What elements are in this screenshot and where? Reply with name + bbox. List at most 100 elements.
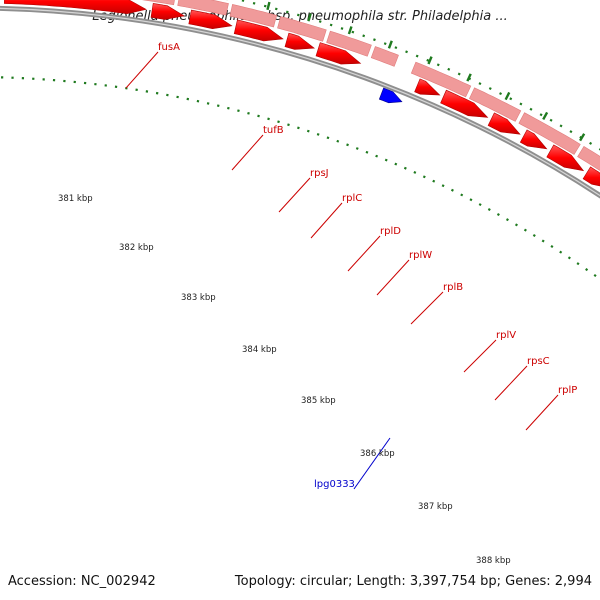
label-leader-tufB [231,134,264,171]
gene-track-block [142,0,175,6]
minor-tick [450,188,454,192]
label-leader-rplB [410,291,444,325]
label-leader-rplV [463,339,497,373]
gene-label-lpg0333: lpg0333 [314,479,355,490]
kbp-tick-label: 383 kbp [181,293,216,303]
gene-track-block [518,112,581,155]
minor-tick [355,147,359,150]
minor-tick [384,158,388,162]
minor-tick [394,46,398,50]
gene-label-rplW: rplW [409,250,432,261]
minor-tick [478,203,482,207]
minor-tick [589,141,593,145]
minor-tick [346,143,349,147]
kbp-tick-label: 382 kbp [119,243,154,253]
gene-arrow [315,42,362,65]
minor-tick [277,120,280,124]
minor-tick [373,38,376,42]
minor-tick [237,109,240,113]
minor-tick [336,139,340,143]
gene-arrow [3,0,147,15]
minor-tick [306,129,310,133]
backbone-ring [0,5,600,199]
gene-label-rplP: rplP [558,385,577,396]
minor-tick [585,268,589,272]
gene-track-block [229,4,278,28]
minor-tick [532,234,536,238]
major-tick [347,26,353,35]
minor-tick [505,218,509,222]
minor-tick [523,228,527,232]
major-tick [427,56,433,65]
minor-tick [316,132,320,136]
kbp-tick-label: 386 kbp [360,449,395,459]
minor-tick [499,92,503,96]
major-tick [542,111,549,121]
minor-tick [216,104,220,108]
minor-tick [297,126,300,130]
backbone-ring-highlight [0,7,600,197]
gene-label-rplC: rplC [342,193,362,204]
major-tick [387,40,393,49]
gene-label-rplD: rplD [380,226,401,237]
minor-tick [569,130,573,134]
gene-arrow [519,129,548,150]
minor-tick [287,123,290,127]
minor-tick [447,67,451,71]
minor-tick [405,50,408,54]
kbp-tick-label: 385 kbp [301,396,336,406]
gene-label-fusA: fusA [158,42,180,53]
minor-tick [329,23,333,27]
minor-tick [441,184,445,188]
label-leader-rplP [525,394,559,431]
minor-tick [263,4,267,8]
gene-label-rpsC: rpsC [527,356,550,367]
minor-tick [415,54,419,58]
minor-tick [541,239,545,243]
major-tick [504,91,511,101]
gene-track-block [577,145,600,171]
minor-tick [567,256,571,260]
gene-label-rplB: rplB [443,282,463,293]
minor-tick [460,193,464,197]
gene-arrow [546,144,585,172]
minor-tick [514,223,518,227]
minor-tick [576,262,580,266]
gene-label-tufB: tufB [263,125,284,136]
minor-tick [351,30,355,34]
label-leader-lpg0333 [353,437,391,490]
gene-label-rpsJ: rpsJ [310,168,329,179]
kbp-tick-label: 388 kbp [476,556,511,566]
gene-arrow [487,112,521,135]
major-tick [307,13,312,22]
minor-tick [227,106,230,110]
minor-tick [340,27,344,30]
minor-tick [413,171,417,174]
minor-tick [403,166,407,170]
minor-tick [496,213,500,217]
minor-tick [593,273,597,278]
minor-tick [469,198,473,202]
minor-tick [296,13,300,17]
minor-tick [488,87,492,91]
minor-tick [426,58,430,62]
minor-tick [559,124,563,128]
minor-tick [549,118,553,122]
accession-text: Accession: NC_002942 [8,574,156,589]
gene-arrow [414,78,441,96]
minor-tick [247,111,250,115]
minor-tick [529,107,533,111]
minor-tick [509,97,513,101]
minor-tick [422,175,426,179]
minor-tick [519,102,523,106]
minor-tick [257,114,260,118]
minor-tick [550,245,554,249]
minor-tick [375,154,379,158]
minor-tick [559,250,563,254]
gene-track-block [410,61,472,98]
minor-tick [362,34,366,38]
gene-track-block [277,16,327,42]
minor-tick [241,0,245,2]
gene-arrow [188,9,233,30]
gene-track-block [469,87,522,122]
